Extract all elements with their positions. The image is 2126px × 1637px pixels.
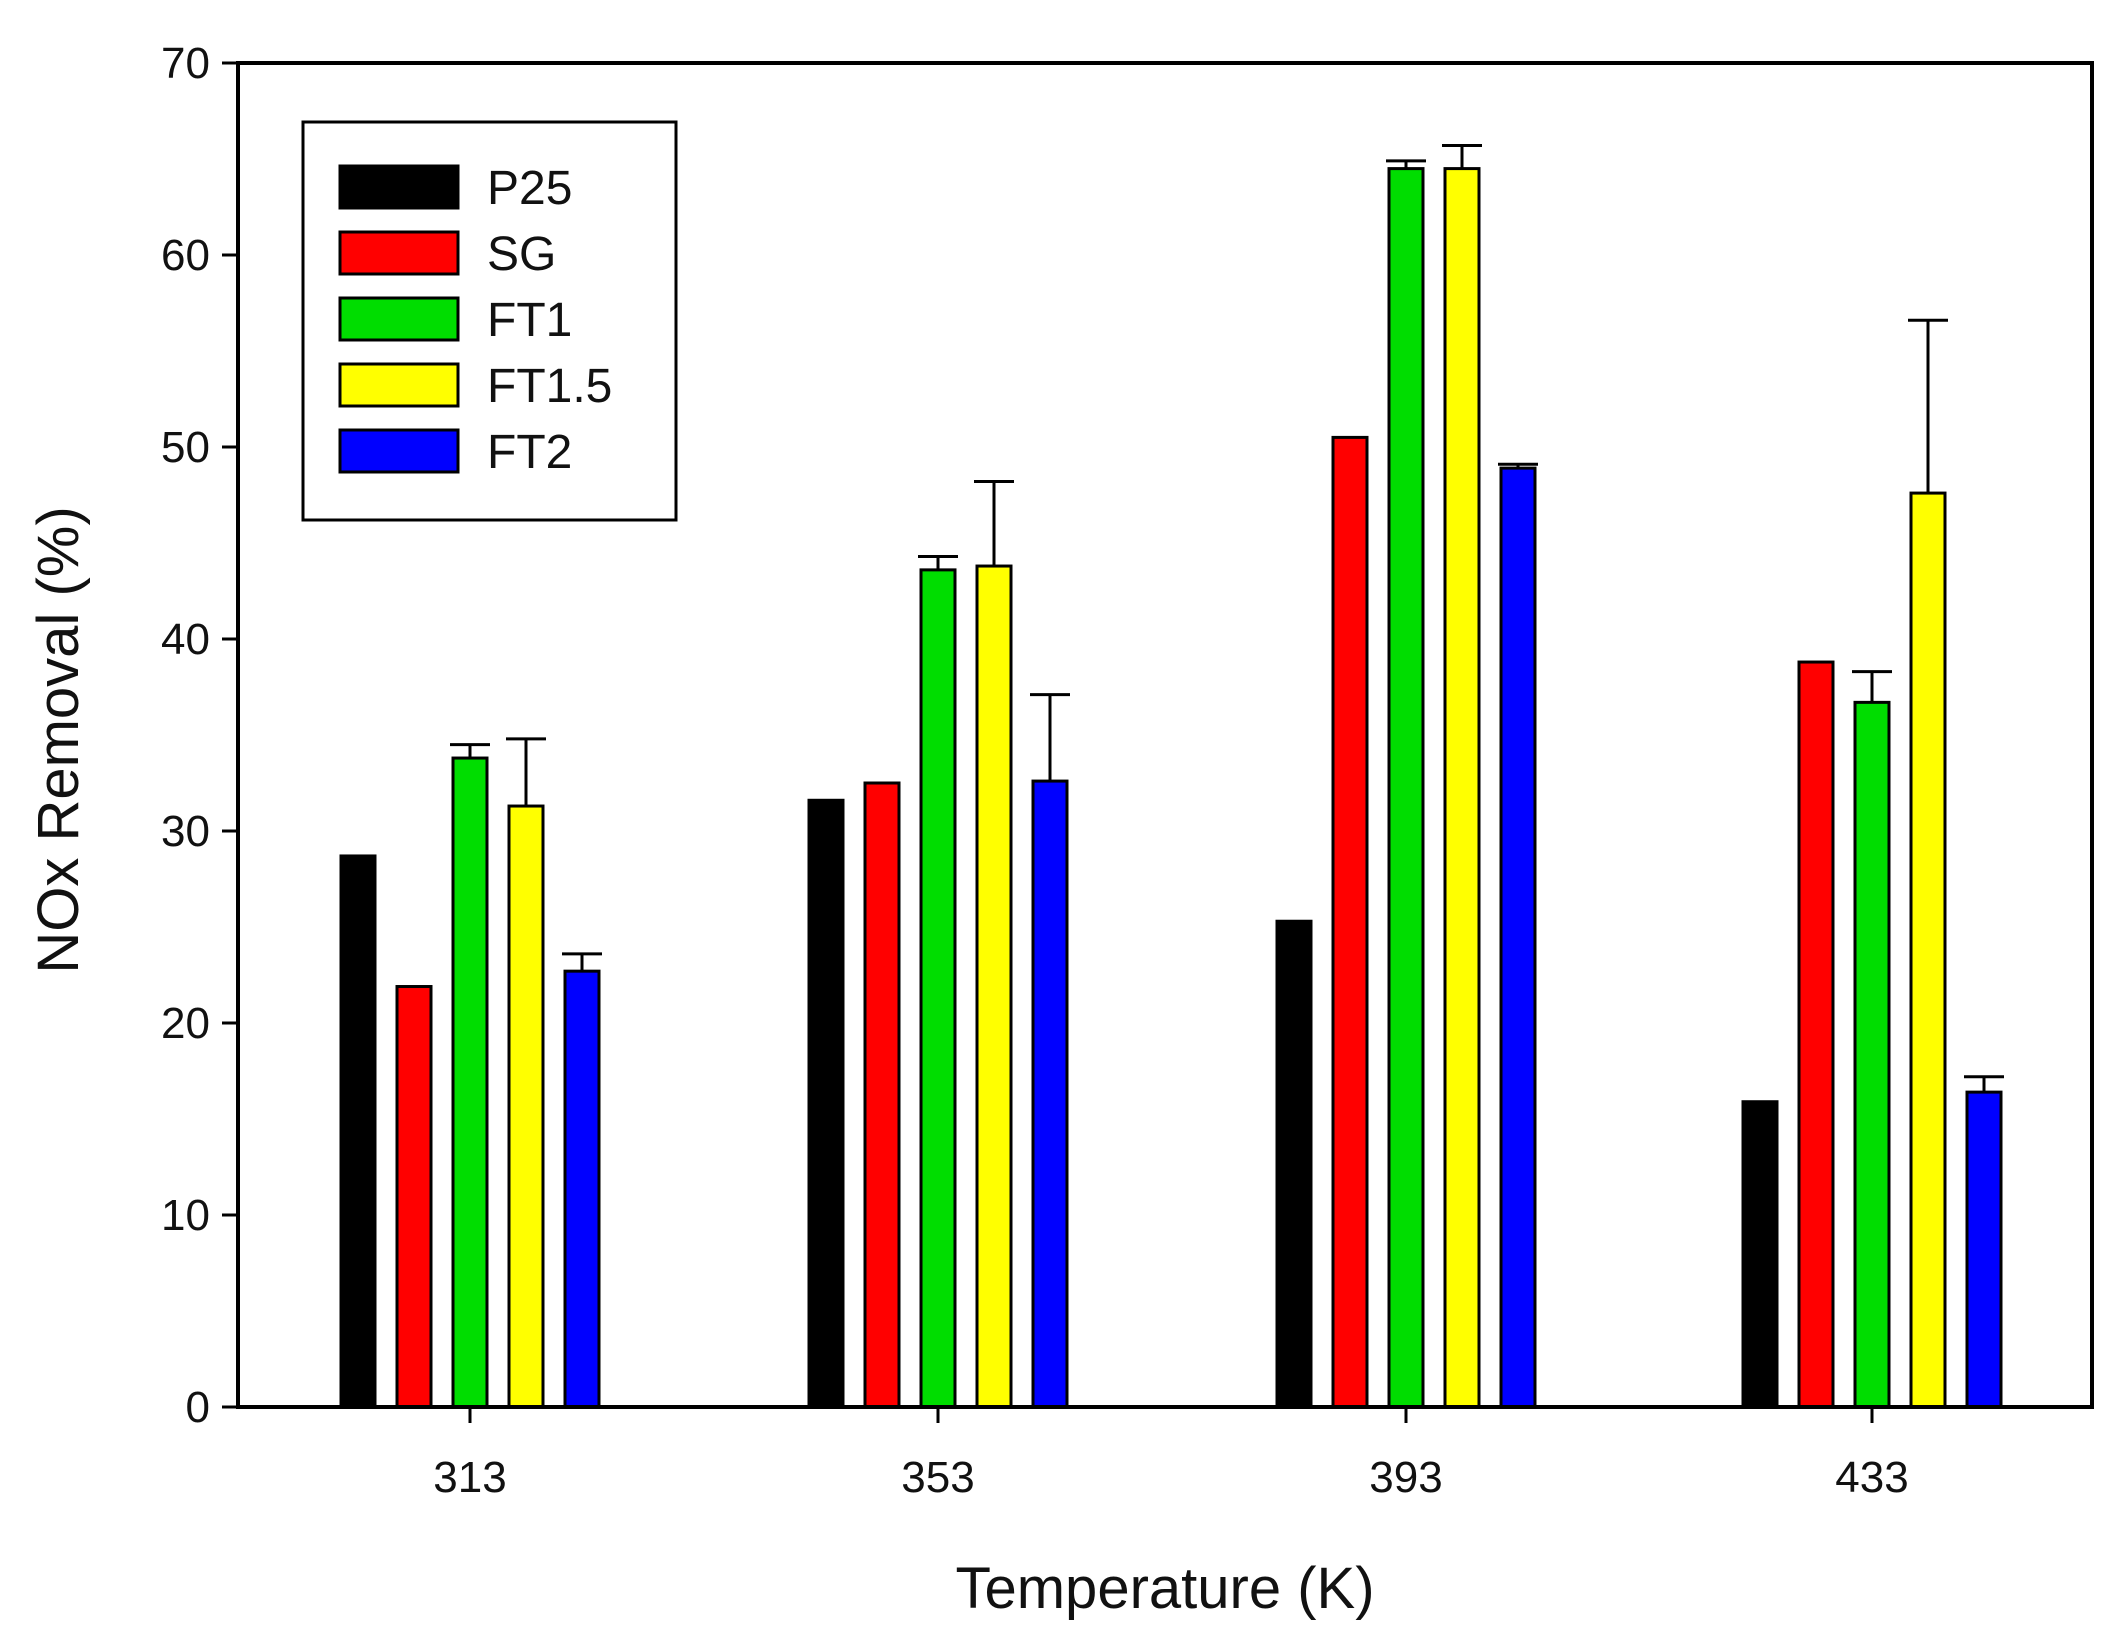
legend-label: SG bbox=[487, 228, 556, 281]
bar-FT1.5-433 bbox=[1909, 491, 1947, 1409]
error-bar-FT2-353 bbox=[1030, 693, 1070, 782]
bar-FT1.5-353 bbox=[975, 564, 1013, 1409]
bar-FT1-353 bbox=[919, 568, 957, 1409]
legend-swatch bbox=[338, 362, 460, 408]
error-bar-FT2-393 bbox=[1498, 462, 1538, 469]
legend-item-FT1: FT1 bbox=[338, 294, 572, 347]
error-bar-FT1-353 bbox=[918, 554, 958, 570]
plot-frame bbox=[236, 61, 2094, 1409]
x-axis: 313 353 393 433 bbox=[433, 1407, 1909, 1502]
error-bar-FT1.5-393 bbox=[1442, 144, 1482, 169]
legend-label: P25 bbox=[487, 162, 572, 215]
legend-swatch bbox=[338, 230, 460, 276]
legend-swatch bbox=[338, 428, 460, 474]
legend-label: FT1 bbox=[487, 294, 572, 347]
y-axis: 0 10 20 30 40 50 60 70 bbox=[161, 39, 238, 1432]
legend-item-P25: P25 bbox=[338, 162, 572, 215]
error-bar-FT2-433 bbox=[1964, 1075, 2004, 1093]
bar-FT1-433 bbox=[1853, 700, 1891, 1409]
error-bar-FT2-313 bbox=[562, 952, 602, 972]
y-axis-title: NOx Removal (%) bbox=[26, 506, 91, 973]
y-tick-label: 0 bbox=[186, 1383, 210, 1432]
bars-layer bbox=[339, 167, 2003, 1409]
bar-FT2-433 bbox=[1965, 1090, 2003, 1409]
legend-label: FT2 bbox=[487, 426, 572, 479]
legend-item-SG: SG bbox=[338, 228, 556, 281]
y-tick-label: 30 bbox=[161, 807, 210, 856]
legend-swatch bbox=[338, 296, 460, 342]
bar-P25-433 bbox=[1741, 1100, 1779, 1409]
legend-item-FT2: FT2 bbox=[338, 426, 572, 479]
bar-SG-353 bbox=[863, 781, 901, 1409]
legend: P25 SG FT1 FT1.5 FT2 bbox=[301, 120, 678, 522]
bar-FT1-393 bbox=[1387, 167, 1425, 1409]
y-tick-label: 60 bbox=[161, 231, 210, 280]
x-tick-label: 353 bbox=[901, 1453, 974, 1502]
bar-FT1.5-393 bbox=[1443, 167, 1481, 1409]
y-tick-label: 40 bbox=[161, 615, 210, 664]
legend-swatch bbox=[338, 164, 460, 210]
bar-FT2-313 bbox=[563, 969, 601, 1409]
bar-P25-313 bbox=[339, 854, 377, 1409]
error-bar-FT1.5-353 bbox=[974, 480, 1014, 567]
bar-FT1.5-313 bbox=[507, 804, 545, 1409]
y-tick-label: 10 bbox=[161, 1191, 210, 1240]
error-bar-FT1-433 bbox=[1852, 670, 1892, 703]
legend-label: FT1.5 bbox=[487, 360, 612, 413]
x-axis-title: Temperature (K) bbox=[955, 1556, 1374, 1621]
x-tick-label: 393 bbox=[1369, 1453, 1442, 1502]
bar-FT2-353 bbox=[1031, 779, 1069, 1409]
legend-item-FT1.5: FT1.5 bbox=[338, 360, 612, 413]
y-tick-label: 20 bbox=[161, 999, 210, 1048]
bar-P25-393 bbox=[1275, 919, 1313, 1409]
bar-FT1-313 bbox=[451, 756, 489, 1409]
bar-SG-433 bbox=[1797, 660, 1835, 1409]
error-bars-layer bbox=[450, 144, 2004, 1093]
x-tick-label: 313 bbox=[433, 1453, 506, 1502]
error-bar-FT1.5-433 bbox=[1908, 318, 1948, 494]
bar-FT2-393 bbox=[1499, 466, 1537, 1409]
bar-SG-393 bbox=[1331, 435, 1369, 1409]
error-bar-FT1-313 bbox=[450, 743, 490, 759]
y-tick-label: 70 bbox=[161, 39, 210, 88]
error-bar-FT1-393 bbox=[1386, 159, 1426, 169]
x-tick-label: 433 bbox=[1835, 1453, 1908, 1502]
y-tick-label: 50 bbox=[161, 423, 210, 472]
bar-SG-313 bbox=[395, 985, 433, 1409]
legend-items: P25 SG FT1 FT1.5 FT2 bbox=[338, 162, 612, 479]
bar-P25-353 bbox=[807, 798, 845, 1409]
error-bar-FT1.5-313 bbox=[506, 737, 546, 807]
